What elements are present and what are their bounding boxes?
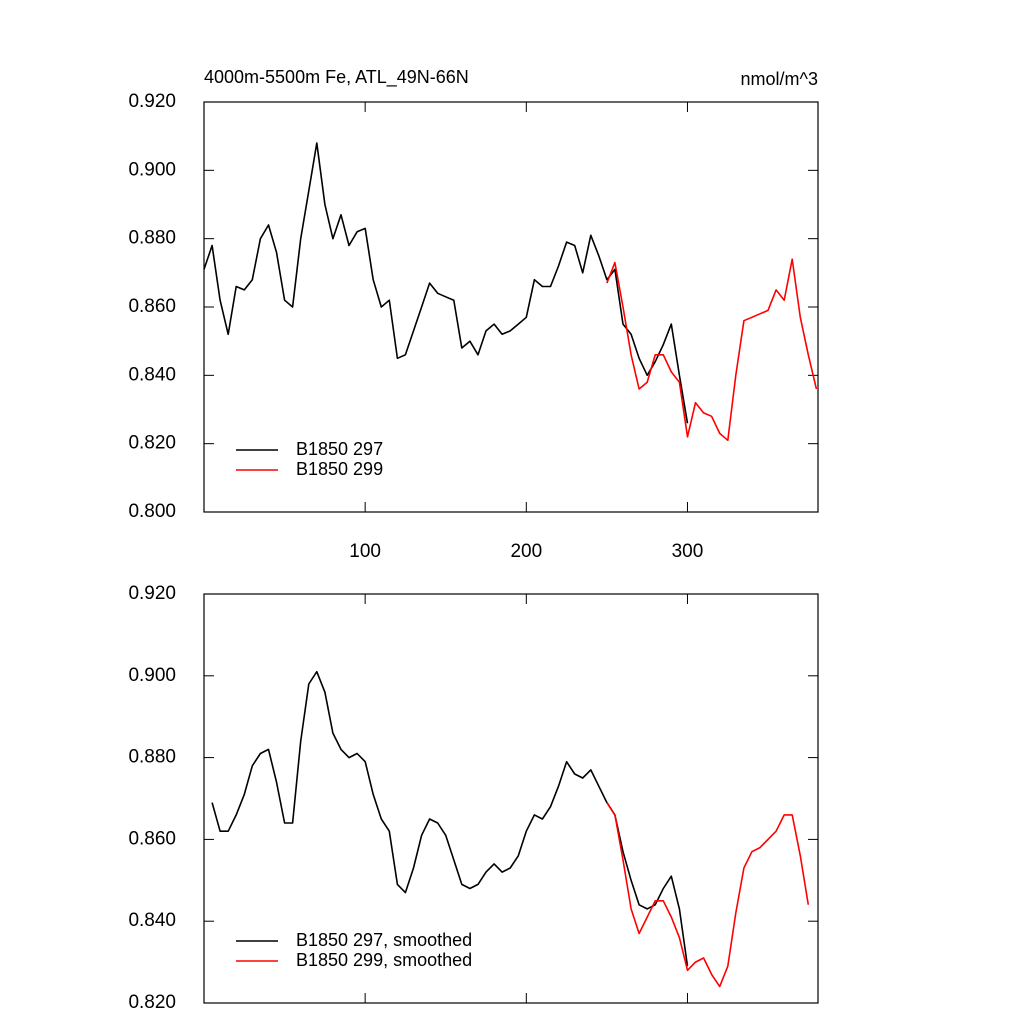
x-tick-label: 200 [510, 541, 542, 562]
y-tick-label: 0.820 [128, 992, 176, 1013]
y-tick-label: 0.820 [128, 433, 176, 454]
y-tick-label: 0.920 [128, 583, 176, 604]
x-tick-label: 300 [672, 541, 704, 562]
y-tick-label: 0.860 [128, 828, 176, 849]
data-line [606, 802, 810, 988]
legend-label: B1850 297, smoothed [296, 930, 472, 950]
plot-frame [203, 593, 819, 1004]
chart-title: 4000m-5500m Fe, ATL_49N-66N [204, 67, 469, 88]
data-line [203, 142, 689, 424]
y-tick-label: 0.880 [128, 747, 176, 768]
y-tick-label: 0.840 [128, 364, 176, 385]
units-label: nmol/m^3 [741, 69, 818, 89]
y-tick-label: 0.840 [128, 910, 176, 931]
legend-label: B1850 299 [296, 459, 383, 479]
data-line [606, 258, 818, 442]
y-tick-label: 0.860 [128, 296, 176, 317]
y-tick-label: 0.880 [128, 228, 176, 249]
y-tick-label: 0.920 [128, 91, 176, 112]
legend-label: B1850 297 [296, 439, 383, 459]
y-tick-label: 0.800 [128, 501, 176, 522]
x-tick-label: 100 [349, 541, 381, 562]
y-tick-label: 0.900 [128, 159, 176, 180]
y-tick-label: 0.900 [128, 665, 176, 686]
legend-label: B1850 299, smoothed [296, 950, 472, 970]
